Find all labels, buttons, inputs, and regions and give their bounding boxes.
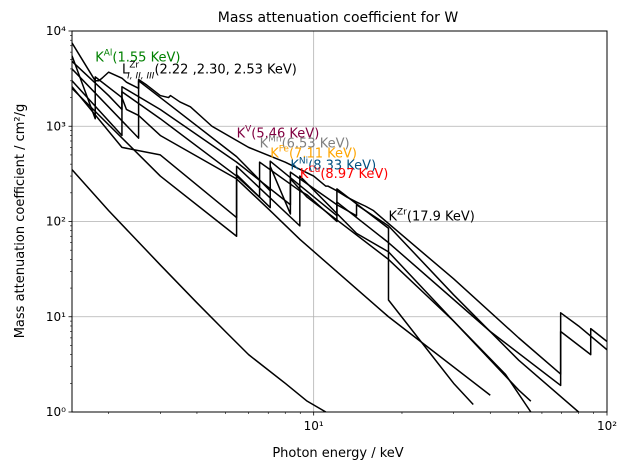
y-tick-label: 10¹: [46, 310, 66, 324]
x-tick-label: 10¹: [304, 419, 324, 433]
x-axis-label: Photon energy / keV: [272, 446, 403, 461]
annotation-label-7: KCu(8.97 KeV): [300, 165, 389, 182]
axis-ticks: 10¹ 10² 10⁰ 10¹ 10² 10³ 10⁴: [46, 24, 617, 433]
annotations: KAl(1.55 KeV)LZr I, II, III(2.22 ,2.30, 2…: [95, 48, 475, 224]
chart-title: Mass attenuation coefficient for W: [218, 10, 459, 26]
y-axis-label: Mass attenuation coefficient / cm²/g: [13, 104, 28, 339]
annotation-label-6: KNi(8.33 KeV): [290, 157, 376, 174]
series-line-5: [72, 80, 580, 412]
series-line-8: [72, 169, 327, 412]
annotation-label-2: LZr I, II, III(2.22 ,2.30, 2.53 KeV): [122, 60, 297, 81]
series-line-7: [72, 87, 532, 412]
annotation-label-4: KMn(6.53 KeV): [260, 134, 350, 151]
series-line-1: [72, 42, 607, 375]
annotation-label-8: KZr(17.9 KeV): [388, 208, 474, 225]
y-tick-label: 10⁴: [46, 24, 66, 38]
x-tick-label: 10²: [597, 419, 617, 433]
series-line-4: [72, 68, 607, 387]
annotation-label-5: KFe(7.11 KeV): [270, 144, 357, 161]
y-tick-label: 10³: [46, 119, 66, 133]
y-tick-label: 10⁰: [46, 405, 66, 419]
annotation-label-1: KAl(1.55 KeV): [95, 48, 180, 65]
series-lines: [72, 42, 607, 412]
y-tick-label: 10²: [46, 215, 66, 229]
annotation-label-3: KV(5.46 KeV): [237, 125, 320, 142]
